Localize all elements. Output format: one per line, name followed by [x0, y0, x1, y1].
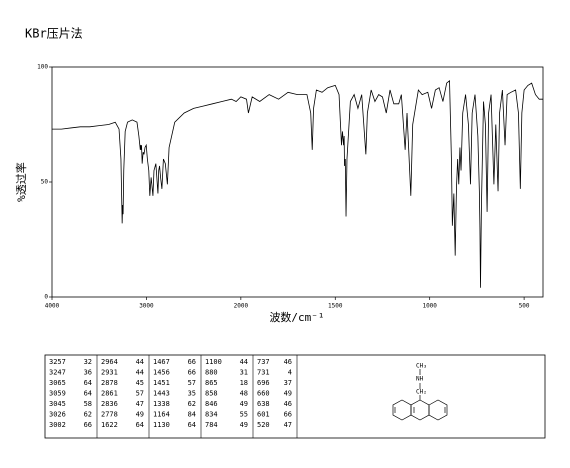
- peak-wavenumber: 1443: [153, 390, 170, 398]
- peak-transmittance: 32: [84, 358, 92, 366]
- peak-transmittance: 49: [136, 411, 144, 419]
- peak-transmittance: 58: [84, 400, 92, 408]
- peak-transmittance: 57: [188, 379, 196, 387]
- peak-transmittance: 35: [188, 390, 196, 398]
- peak-transmittance: 66: [188, 358, 196, 366]
- peak-wavenumber: 731: [257, 369, 270, 377]
- peak-wavenumber: 3247: [49, 369, 66, 377]
- peak-wavenumber: 784: [205, 421, 218, 429]
- peak-transmittance: 66: [188, 369, 196, 377]
- peak-transmittance: 66: [284, 411, 292, 419]
- peak-wavenumber: 2861: [101, 390, 118, 398]
- peak-wavenumber: 638: [257, 400, 270, 408]
- peak-transmittance: 31: [240, 369, 248, 377]
- ring: [392, 399, 412, 421]
- peak-wavenumber: 696: [257, 379, 270, 387]
- peak-transmittance: 45: [136, 379, 144, 387]
- peak-wavenumber: 2878: [101, 379, 118, 387]
- structure: [392, 369, 448, 421]
- x-tick-label: 1500: [328, 303, 343, 310]
- peak-wavenumber: 846: [205, 400, 218, 408]
- plot-frame: [51, 66, 544, 298]
- peak-transmittance: 46: [284, 400, 292, 408]
- peak-wavenumber: 1456: [153, 369, 170, 377]
- y-tick-label: 0: [44, 294, 48, 301]
- peak-wavenumber: 834: [205, 411, 218, 419]
- structure-label: CH₂: [416, 389, 427, 396]
- peak-wavenumber: 2836: [101, 400, 118, 408]
- peak-transmittance: 46: [284, 358, 292, 366]
- peak-transmittance: 64: [136, 421, 144, 429]
- peak-transmittance: 44: [240, 358, 248, 366]
- peak-wavenumber: 1338: [153, 400, 170, 408]
- peak-transmittance: 18: [240, 379, 248, 387]
- peak-transmittance: 44: [136, 358, 144, 366]
- peak-wavenumber: 3002: [49, 421, 66, 429]
- table-frame: [44, 354, 546, 439]
- peak-transmittance: 57: [136, 390, 144, 398]
- y-tick-label: 50: [41, 179, 49, 186]
- peak-wavenumber: 3065: [49, 379, 66, 387]
- peak-wavenumber: 3059: [49, 390, 66, 398]
- peak-wavenumber: 3045: [49, 400, 66, 408]
- peak-transmittance: 49: [240, 421, 248, 429]
- peak-wavenumber: 3257: [49, 358, 66, 366]
- structure-label: NH: [416, 376, 424, 383]
- x-tick-label: 3000: [139, 303, 154, 310]
- peak-transmittance: 62: [188, 400, 196, 408]
- ring: [428, 399, 448, 421]
- y-tick-label: 100: [37, 64, 48, 71]
- peak-wavenumber: 737: [257, 358, 270, 366]
- chart-title: KBr压片法: [25, 27, 83, 41]
- peak-wavenumber: 1164: [153, 411, 170, 419]
- peak-transmittance: 48: [240, 390, 248, 398]
- peak-wavenumber: 660: [257, 390, 270, 398]
- peak-wavenumber: 1451: [153, 379, 170, 387]
- spectrum-line: [52, 79, 543, 288]
- peak-transmittance: 44: [136, 369, 144, 377]
- peak-transmittance: 64: [188, 421, 196, 429]
- x-tick-label: 2000: [234, 303, 249, 310]
- structure-label: CH₃: [416, 363, 427, 370]
- y-axis-label: %透过率: [14, 162, 28, 202]
- peak-wavenumber: 2778: [101, 411, 118, 419]
- peak-wavenumber: 1622: [101, 421, 118, 429]
- peak-transmittance: 64: [84, 379, 92, 387]
- peak-wavenumber: 3026: [49, 411, 66, 419]
- peak-wavenumber: 1467: [153, 358, 170, 366]
- peak-wavenumber: 865: [205, 379, 218, 387]
- peak-transmittance: 37: [284, 379, 292, 387]
- peak-transmittance: 64: [84, 390, 92, 398]
- x-tick-label: 1000: [422, 303, 437, 310]
- peak-wavenumber: 1100: [205, 358, 222, 366]
- peak-wavenumber: 2931: [101, 369, 118, 377]
- peak-wavenumber: 1130: [153, 421, 170, 429]
- peak-wavenumber: 880: [205, 369, 218, 377]
- peak-transmittance: 66: [84, 421, 92, 429]
- peak-wavenumber: 2964: [101, 358, 118, 366]
- peak-wavenumber: 858: [205, 390, 218, 398]
- x-tick-label: 500: [519, 303, 530, 310]
- peak-transmittance: 62: [84, 411, 92, 419]
- peak-transmittance: 49: [284, 390, 292, 398]
- peak-transmittance: 47: [136, 400, 144, 408]
- peak-transmittance: 55: [240, 411, 248, 419]
- x-axis-label: 波数/cm⁻¹: [269, 311, 324, 324]
- peak-transmittance: 49: [240, 400, 248, 408]
- x-tick-label: 4000: [45, 303, 60, 310]
- peak-transmittance: 47: [284, 421, 292, 429]
- peak-wavenumber: 520: [257, 421, 270, 429]
- peak-transmittance: 4: [288, 369, 292, 377]
- peak-transmittance: 84: [188, 411, 196, 419]
- peak-transmittance: 36: [84, 369, 92, 377]
- peak-wavenumber: 601: [257, 411, 270, 419]
